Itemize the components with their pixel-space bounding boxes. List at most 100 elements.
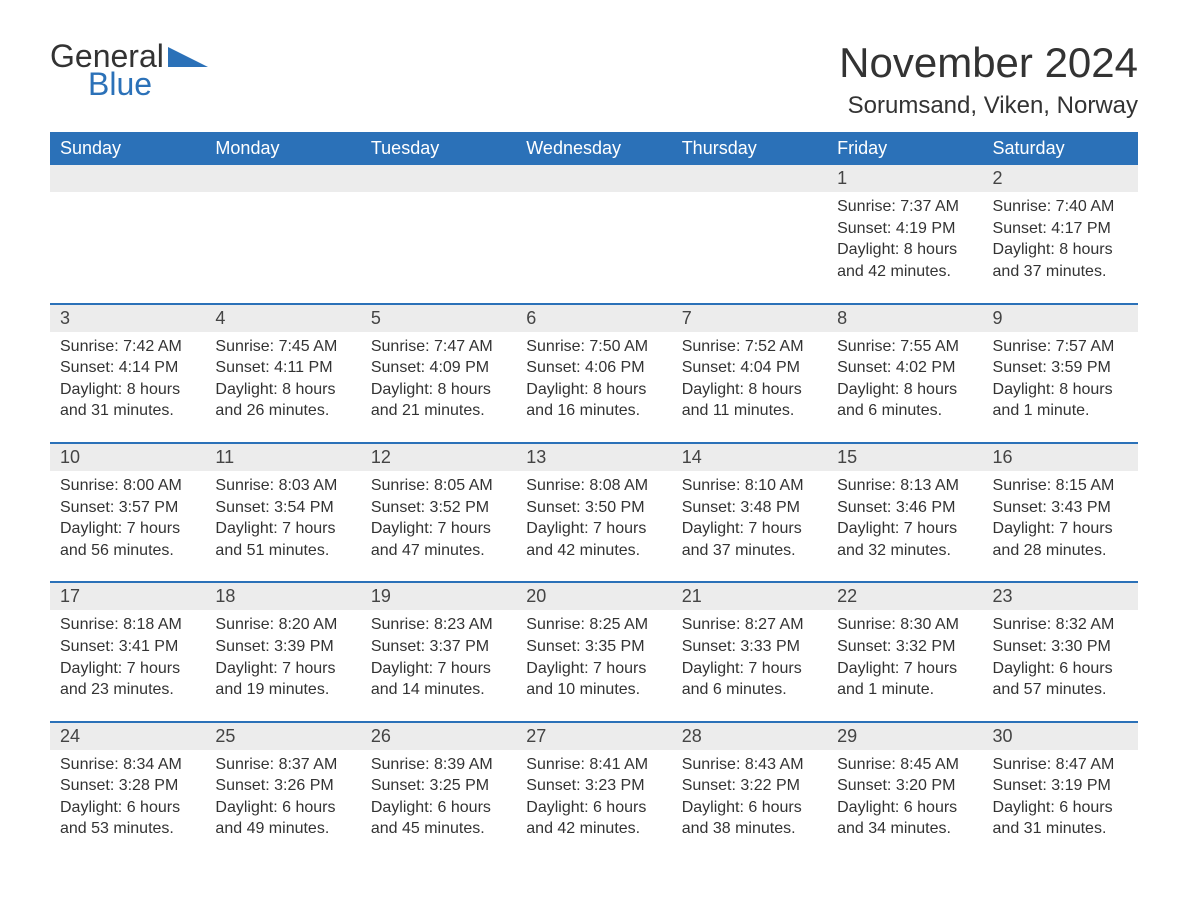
day-dl1: Daylight: 7 hours xyxy=(682,518,817,540)
day-dl1: Daylight: 6 hours xyxy=(993,658,1128,680)
day-detail-cell: Sunrise: 8:08 AMSunset: 3:50 PMDaylight:… xyxy=(516,471,671,581)
day-detail-cell: Sunrise: 8:32 AMSunset: 3:30 PMDaylight:… xyxy=(983,610,1138,720)
day-number-cell: 14 xyxy=(672,444,827,471)
day-detail-cell: Sunrise: 7:55 AMSunset: 4:02 PMDaylight:… xyxy=(827,332,982,442)
day-detail-cell xyxy=(361,192,516,302)
day-sunset: Sunset: 3:39 PM xyxy=(215,636,350,658)
day-number-cell: 26 xyxy=(361,723,516,750)
day-dl1: Daylight: 7 hours xyxy=(60,658,195,680)
day-number-cell: 8 xyxy=(827,305,982,332)
day-dl2: and 45 minutes. xyxy=(371,818,506,840)
day-sunset: Sunset: 3:37 PM xyxy=(371,636,506,658)
day-sunset: Sunset: 3:20 PM xyxy=(837,775,972,797)
day-detail-cell: Sunrise: 7:45 AMSunset: 4:11 PMDaylight:… xyxy=(205,332,360,442)
day-sunrise: Sunrise: 8:18 AM xyxy=(60,614,195,636)
day-dl2: and 37 minutes. xyxy=(682,540,817,562)
day-detail-cell: Sunrise: 8:47 AMSunset: 3:19 PMDaylight:… xyxy=(983,750,1138,846)
day-dl1: Daylight: 8 hours xyxy=(993,239,1128,261)
day-number-cell: 29 xyxy=(827,723,982,750)
day-number-cell: 19 xyxy=(361,583,516,610)
day-number-cell: 28 xyxy=(672,723,827,750)
day-dl1: Daylight: 8 hours xyxy=(682,379,817,401)
day-dl1: Daylight: 7 hours xyxy=(60,518,195,540)
day-detail-cell: Sunrise: 8:37 AMSunset: 3:26 PMDaylight:… xyxy=(205,750,360,846)
day-detail-cell: Sunrise: 8:20 AMSunset: 3:39 PMDaylight:… xyxy=(205,610,360,720)
day-detail-cell: Sunrise: 8:41 AMSunset: 3:23 PMDaylight:… xyxy=(516,750,671,846)
day-dl1: Daylight: 8 hours xyxy=(993,379,1128,401)
day-number-cell: 30 xyxy=(983,723,1138,750)
day-dl2: and 42 minutes. xyxy=(837,261,972,283)
day-detail-row: Sunrise: 7:42 AMSunset: 4:14 PMDaylight:… xyxy=(50,332,1138,442)
day-sunrise: Sunrise: 8:25 AM xyxy=(526,614,661,636)
day-detail-cell xyxy=(205,192,360,302)
day-detail-cell: Sunrise: 7:40 AMSunset: 4:17 PMDaylight:… xyxy=(983,192,1138,302)
day-number-cell: 11 xyxy=(205,444,360,471)
day-number-cell xyxy=(50,165,205,192)
day-sunrise: Sunrise: 7:47 AM xyxy=(371,336,506,358)
day-sunset: Sunset: 3:30 PM xyxy=(993,636,1128,658)
day-detail-cell: Sunrise: 8:10 AMSunset: 3:48 PMDaylight:… xyxy=(672,471,827,581)
day-dl1: Daylight: 6 hours xyxy=(682,797,817,819)
day-sunrise: Sunrise: 8:47 AM xyxy=(993,754,1128,776)
day-number-row: 3456789 xyxy=(50,305,1138,332)
day-number-cell: 2 xyxy=(983,165,1138,192)
day-detail-row: Sunrise: 8:18 AMSunset: 3:41 PMDaylight:… xyxy=(50,610,1138,720)
day-detail-cell: Sunrise: 8:27 AMSunset: 3:33 PMDaylight:… xyxy=(672,610,827,720)
day-dl2: and 21 minutes. xyxy=(371,400,506,422)
day-detail-cell: Sunrise: 7:42 AMSunset: 4:14 PMDaylight:… xyxy=(50,332,205,442)
day-detail-cell: Sunrise: 7:37 AMSunset: 4:19 PMDaylight:… xyxy=(827,192,982,302)
day-number-cell: 6 xyxy=(516,305,671,332)
day-sunset: Sunset: 4:17 PM xyxy=(993,218,1128,240)
day-number-cell: 24 xyxy=(50,723,205,750)
day-number-cell xyxy=(516,165,671,192)
day-dl2: and 28 minutes. xyxy=(993,540,1128,562)
day-sunset: Sunset: 4:09 PM xyxy=(371,357,506,379)
day-dl1: Daylight: 6 hours xyxy=(526,797,661,819)
day-number-cell: 25 xyxy=(205,723,360,750)
day-sunrise: Sunrise: 8:43 AM xyxy=(682,754,817,776)
day-sunrise: Sunrise: 7:37 AM xyxy=(837,196,972,218)
day-sunrise: Sunrise: 7:50 AM xyxy=(526,336,661,358)
location-subtitle: Sorumsand, Viken, Norway xyxy=(839,92,1138,120)
day-sunrise: Sunrise: 8:30 AM xyxy=(837,614,972,636)
day-detail-cell: Sunrise: 8:23 AMSunset: 3:37 PMDaylight:… xyxy=(361,610,516,720)
day-sunset: Sunset: 3:48 PM xyxy=(682,497,817,519)
day-number-cell: 4 xyxy=(205,305,360,332)
dow-header-cell: Wednesday xyxy=(516,132,671,165)
day-dl2: and 6 minutes. xyxy=(837,400,972,422)
day-sunset: Sunset: 3:41 PM xyxy=(60,636,195,658)
day-dl1: Daylight: 7 hours xyxy=(837,658,972,680)
day-dl2: and 1 minute. xyxy=(993,400,1128,422)
day-dl1: Daylight: 7 hours xyxy=(993,518,1128,540)
day-detail-cell: Sunrise: 8:05 AMSunset: 3:52 PMDaylight:… xyxy=(361,471,516,581)
day-dl1: Daylight: 8 hours xyxy=(60,379,195,401)
day-dl1: Daylight: 6 hours xyxy=(60,797,195,819)
day-sunset: Sunset: 3:25 PM xyxy=(371,775,506,797)
day-sunset: Sunset: 3:35 PM xyxy=(526,636,661,658)
day-dl2: and 34 minutes. xyxy=(837,818,972,840)
day-sunrise: Sunrise: 8:05 AM xyxy=(371,475,506,497)
day-detail-cell xyxy=(516,192,671,302)
day-dl1: Daylight: 7 hours xyxy=(371,658,506,680)
day-detail-row: Sunrise: 8:00 AMSunset: 3:57 PMDaylight:… xyxy=(50,471,1138,581)
day-detail-cell xyxy=(672,192,827,302)
day-detail-cell: Sunrise: 8:03 AMSunset: 3:54 PMDaylight:… xyxy=(205,471,360,581)
day-number-row: 17181920212223 xyxy=(50,583,1138,610)
day-detail-cell: Sunrise: 7:57 AMSunset: 3:59 PMDaylight:… xyxy=(983,332,1138,442)
day-dl1: Daylight: 8 hours xyxy=(526,379,661,401)
day-sunrise: Sunrise: 8:15 AM xyxy=(993,475,1128,497)
day-dl2: and 31 minutes. xyxy=(993,818,1128,840)
day-sunset: Sunset: 4:11 PM xyxy=(215,357,350,379)
day-sunset: Sunset: 3:32 PM xyxy=(837,636,972,658)
day-dl1: Daylight: 7 hours xyxy=(215,658,350,680)
day-dl2: and 32 minutes. xyxy=(837,540,972,562)
day-number-cell: 23 xyxy=(983,583,1138,610)
day-sunrise: Sunrise: 8:27 AM xyxy=(682,614,817,636)
day-sunrise: Sunrise: 7:57 AM xyxy=(993,336,1128,358)
day-number-cell: 9 xyxy=(983,305,1138,332)
day-sunrise: Sunrise: 8:39 AM xyxy=(371,754,506,776)
day-dl1: Daylight: 7 hours xyxy=(371,518,506,540)
logo-text-2: Blue xyxy=(88,68,208,100)
day-dl2: and 19 minutes. xyxy=(215,679,350,701)
day-number-cell: 16 xyxy=(983,444,1138,471)
